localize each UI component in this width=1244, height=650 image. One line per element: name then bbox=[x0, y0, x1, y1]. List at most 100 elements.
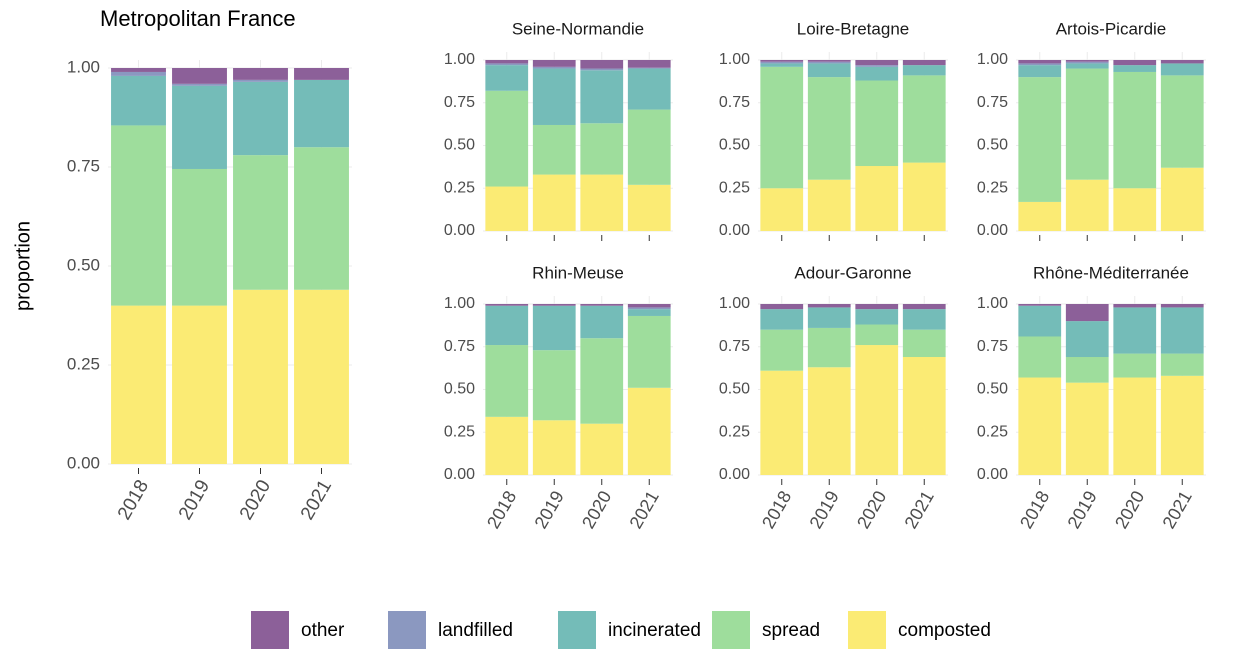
bar-segment bbox=[855, 80, 899, 167]
x-tick-label: 2021 bbox=[1158, 487, 1195, 532]
bar-segment bbox=[1065, 304, 1109, 322]
bar-segment bbox=[532, 174, 576, 231]
x-tick-label: 2018 bbox=[483, 487, 520, 532]
bar-segment bbox=[855, 66, 899, 81]
bar-segment bbox=[1160, 75, 1204, 168]
bar-segment bbox=[294, 289, 349, 464]
y-tick-label: 0.75 bbox=[444, 338, 475, 355]
bar-segment bbox=[1113, 304, 1157, 308]
bar-segment bbox=[1160, 307, 1204, 354]
bar-segment bbox=[532, 60, 576, 67]
bar-segment bbox=[1160, 63, 1204, 76]
bar-segment bbox=[233, 68, 288, 80]
bar-segment bbox=[580, 304, 624, 306]
bar-segment bbox=[902, 304, 946, 310]
bar-segment bbox=[1160, 353, 1204, 376]
y-tick-label: 0.25 bbox=[977, 423, 1008, 440]
bar-segment bbox=[902, 65, 946, 76]
bar-segment bbox=[1018, 201, 1062, 231]
bar-segment bbox=[1113, 65, 1157, 72]
bar-segment bbox=[1113, 188, 1157, 231]
legend-swatch bbox=[388, 611, 426, 649]
bar-segment bbox=[111, 68, 166, 72]
bar-segment bbox=[532, 305, 576, 351]
y-tick-label: 0.75 bbox=[977, 94, 1008, 111]
legend-swatch bbox=[712, 611, 750, 649]
bar-segment bbox=[902, 75, 946, 163]
bar-segment bbox=[1065, 382, 1109, 475]
bar-segment bbox=[1160, 60, 1204, 64]
bar-segment bbox=[1065, 63, 1109, 69]
y-tick-label: 0.25 bbox=[67, 354, 100, 373]
bar-segment bbox=[760, 60, 804, 62]
y-tick-label: 0.25 bbox=[977, 179, 1008, 196]
bar-segment bbox=[532, 68, 576, 125]
legend-label: incinerated bbox=[608, 620, 701, 641]
x-tick-label: 2020 bbox=[1111, 487, 1148, 532]
x-tick-label: 2019 bbox=[175, 477, 214, 524]
bar-segment bbox=[855, 60, 899, 66]
bar-segment bbox=[580, 305, 624, 339]
y-tick-label: 0.50 bbox=[719, 381, 750, 398]
bar-segment bbox=[760, 188, 804, 231]
y-tick-label: 1.00 bbox=[719, 295, 750, 312]
bar-segment bbox=[1018, 65, 1062, 78]
y-tick-label: 0.00 bbox=[719, 222, 750, 239]
bar-segment bbox=[111, 75, 166, 126]
bar-segment bbox=[1065, 68, 1109, 180]
x-tick-label: 2021 bbox=[625, 487, 662, 532]
bar-segment bbox=[902, 357, 946, 475]
bar-segment bbox=[627, 309, 671, 316]
bar-segment bbox=[485, 63, 529, 66]
bar-segment bbox=[902, 329, 946, 358]
bar-segment bbox=[855, 324, 899, 346]
bar-segment bbox=[1160, 167, 1204, 231]
bar-segment bbox=[233, 155, 288, 290]
bar-segment bbox=[1065, 61, 1109, 64]
legend-swatch bbox=[251, 611, 289, 649]
bar-segment bbox=[1065, 321, 1109, 358]
bar-segment bbox=[111, 305, 166, 464]
bar-segment bbox=[807, 63, 851, 78]
legend-label: spread bbox=[762, 620, 820, 641]
y-tick-label: 0.00 bbox=[67, 453, 100, 472]
bar-segment bbox=[111, 125, 166, 306]
y-tick-label: 0.50 bbox=[67, 255, 100, 274]
y-tick-label: 1.00 bbox=[444, 51, 475, 68]
bar-segment bbox=[627, 315, 671, 388]
bar-segment bbox=[485, 416, 529, 475]
y-tick-label: 0.75 bbox=[719, 94, 750, 111]
y-tick-label: 1.00 bbox=[977, 295, 1008, 312]
bar-segment bbox=[580, 123, 624, 175]
y-tick-label: 0.75 bbox=[444, 94, 475, 111]
panel-title: Artois-Picardie bbox=[1056, 19, 1167, 38]
bar-segment bbox=[485, 345, 529, 417]
bar-segment bbox=[172, 305, 227, 464]
bar-segment bbox=[807, 61, 851, 64]
legend-label: landfilled bbox=[438, 620, 513, 641]
y-tick-label: 1.00 bbox=[719, 51, 750, 68]
panel-title: Rhône-Méditerranée bbox=[1033, 263, 1189, 282]
y-tick-label: 0.00 bbox=[719, 466, 750, 483]
bar-segment bbox=[172, 83, 227, 86]
bar-segment bbox=[760, 370, 804, 475]
bar-segment bbox=[580, 423, 624, 475]
y-tick-label: 0.25 bbox=[719, 423, 750, 440]
x-tick-label: 2019 bbox=[530, 487, 567, 532]
bar-segment bbox=[627, 60, 671, 68]
bar-segment bbox=[1113, 71, 1157, 189]
y-tick-label: 0.00 bbox=[977, 466, 1008, 483]
bar-segment bbox=[294, 79, 349, 148]
bar-segment bbox=[855, 309, 899, 325]
bar-segment bbox=[172, 168, 227, 306]
y-tick-label: 0.25 bbox=[719, 179, 750, 196]
legend-label: other bbox=[301, 620, 345, 641]
y-tick-label: 0.50 bbox=[977, 381, 1008, 398]
legend-swatch bbox=[848, 611, 886, 649]
y-tick-label: 0.50 bbox=[444, 137, 475, 154]
panel-title: Rhin-Meuse bbox=[532, 263, 624, 282]
bar-segment bbox=[1018, 336, 1062, 378]
bar-segment bbox=[807, 60, 851, 62]
bar-segment bbox=[627, 307, 671, 310]
